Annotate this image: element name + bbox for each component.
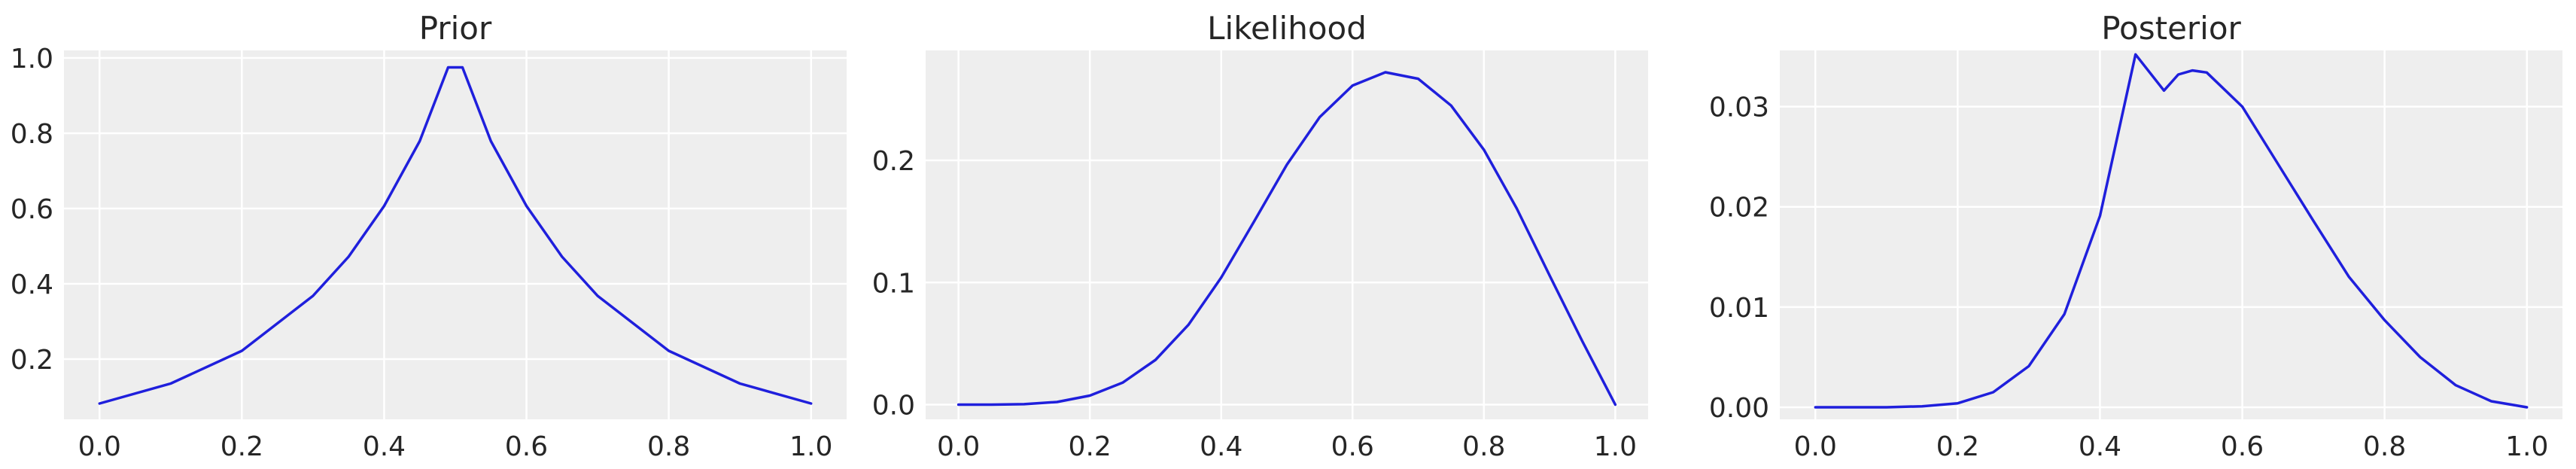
x-tick-label: 0.2: [1936, 431, 1979, 462]
series-line: [956, 71, 1617, 407]
x-tick-label: 1.0: [789, 431, 832, 462]
y-tick-label: 0.2: [11, 345, 53, 376]
x-tick-label: 1.0: [1594, 431, 1637, 462]
x-tick-label: 0.6: [2221, 431, 2264, 462]
plot-area: [1780, 50, 2562, 419]
series-line: [1814, 53, 2529, 409]
y-tick-label: 0.02: [1709, 193, 1769, 224]
x-tick-label: 0.8: [1462, 431, 1505, 462]
y-tick-label: 0.01: [1709, 293, 1769, 324]
y-tick-label: 0.8: [11, 119, 53, 150]
chart-title: Posterior: [2101, 10, 2241, 47]
series-line: [98, 65, 813, 405]
x-tick-label: 0.6: [1331, 431, 1374, 462]
y-tick-label: 0.1: [872, 268, 915, 299]
x-tick-label: 0.2: [220, 431, 263, 462]
x-tick-label: 0.0: [1794, 431, 1837, 462]
plot-area: [926, 50, 1648, 419]
x-tick-label: 1.0: [2505, 431, 2548, 462]
x-tick-label: 0.0: [78, 431, 121, 462]
x-tick-label: 0.6: [505, 431, 548, 462]
chart-title: Prior: [419, 10, 492, 47]
x-tick-label: 0.0: [937, 431, 980, 462]
prior-panel: 0.0 0.2 0.4 0.6 0.8 1.0 0.2 0.4 0.6 0.8 1.0 Prior: [11, 10, 847, 462]
x-tick-label: 0.4: [1200, 431, 1242, 462]
y-tick-label: 0.2: [872, 146, 915, 177]
x-tick-label: 0.8: [2363, 431, 2406, 462]
y-tick-label: 0.03: [1709, 93, 1769, 123]
y-tick-label: 0.4: [11, 270, 53, 300]
y-tick-label: 0.0: [872, 391, 915, 422]
likelihood-panel: 0.0 0.2 0.4 0.6 0.8 1.0 0.0 0.1 0.2 Likelihood: [872, 10, 1648, 462]
x-tick-label: 0.8: [647, 431, 690, 462]
chart-title: Likelihood: [1207, 10, 1367, 47]
y-tick-label: 0.00: [1709, 393, 1769, 424]
plot-area: [64, 50, 847, 419]
y-tick-label: 1.0: [11, 44, 53, 75]
posterior-panel: 0.0 0.2 0.4 0.6 0.8 1.0 0.00 0.01 0.02 0.03 Poster…: [1709, 10, 2562, 462]
x-tick-label: 0.2: [1069, 431, 1112, 462]
x-tick-label: 0.4: [2079, 431, 2121, 462]
y-tick-label: 0.6: [11, 194, 53, 225]
x-tick-label: 0.4: [363, 431, 406, 462]
